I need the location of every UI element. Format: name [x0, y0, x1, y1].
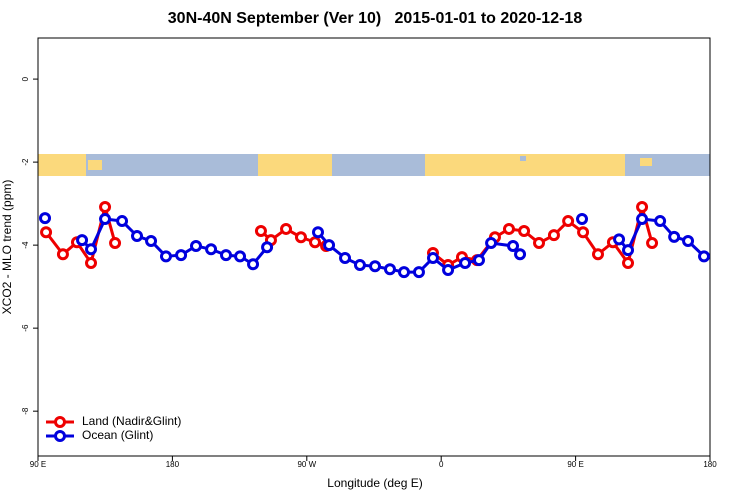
data-point — [145, 234, 158, 247]
data-point — [353, 259, 366, 272]
data-point — [576, 212, 589, 225]
legend-marker — [54, 430, 66, 442]
y-tick-label: -2 — [21, 158, 30, 166]
data-point — [220, 249, 233, 262]
data-point — [369, 260, 382, 273]
data-point — [40, 226, 53, 239]
data-point — [502, 222, 515, 235]
y-tick-label: -6 — [21, 324, 30, 332]
data-point — [99, 200, 112, 213]
data-point — [99, 212, 112, 225]
data-point — [412, 266, 425, 279]
legend: Land (Nadir&Glint)Ocean (Glint) — [46, 414, 181, 442]
data-point — [205, 243, 218, 256]
data-point — [247, 258, 260, 271]
data-point — [85, 243, 98, 256]
data-point — [636, 212, 649, 225]
y-tick-label: -8 — [21, 407, 30, 415]
x-tick-label: 90 E — [30, 460, 46, 469]
data-point — [547, 229, 560, 242]
data-point — [254, 225, 267, 238]
data-point — [514, 248, 527, 261]
legend-label: Land (Nadir&Glint) — [82, 414, 181, 428]
x-tick-label: 180 — [166, 460, 180, 469]
data-point — [646, 237, 659, 250]
data-point — [175, 249, 188, 262]
x-tick-label: 90 W — [297, 460, 316, 469]
data-point — [459, 256, 472, 269]
x-axis-label: Longitude (deg E) — [327, 476, 422, 490]
x-tick-label: 0 — [439, 460, 444, 469]
data-point — [622, 256, 635, 269]
data-point — [518, 225, 531, 238]
data-point — [339, 252, 352, 264]
data-point — [485, 237, 498, 250]
data-point — [280, 222, 293, 235]
data-point — [442, 264, 455, 277]
data-point — [592, 248, 604, 261]
data-point — [636, 200, 649, 213]
data-point — [76, 234, 89, 247]
y-tick-label: -4 — [21, 241, 30, 249]
legend-marker — [54, 416, 66, 428]
data-point — [323, 239, 336, 252]
data-point — [472, 254, 485, 267]
data-point — [668, 230, 681, 243]
data-point — [613, 233, 626, 246]
data-point — [698, 250, 711, 263]
data-point — [116, 215, 129, 228]
data-point — [383, 263, 396, 276]
x-tick-label: 180 — [703, 460, 717, 469]
data-point — [398, 266, 411, 279]
data-point — [312, 226, 324, 239]
chart-title: 30N-40N September (Ver 10) 2015-01-01 to… — [168, 10, 583, 27]
data-point — [39, 212, 52, 225]
plot-frame — [37, 37, 711, 457]
data-point — [654, 215, 667, 228]
data-point — [309, 236, 322, 249]
data-point — [159, 250, 172, 263]
data-point — [234, 250, 247, 263]
data-point — [189, 239, 202, 252]
data-point — [109, 237, 122, 250]
data-point — [261, 241, 274, 254]
data-point — [85, 256, 98, 269]
data-point — [577, 226, 590, 239]
x-tick-label: 90 E — [567, 460, 583, 469]
y-axis-label: XCO2 - MLO trend (ppm) — [0, 180, 14, 315]
data-point — [682, 234, 695, 247]
data-point — [533, 237, 546, 250]
data-point — [56, 248, 69, 261]
y-tick-label: 0 — [21, 76, 30, 81]
legend-label: Ocean (Glint) — [82, 428, 153, 442]
data-point — [294, 231, 307, 244]
data-point — [562, 215, 575, 228]
data-point — [131, 230, 144, 242]
data-point — [426, 252, 439, 264]
data-point — [622, 244, 635, 257]
map-strip — [38, 154, 710, 176]
data-point — [507, 239, 520, 252]
